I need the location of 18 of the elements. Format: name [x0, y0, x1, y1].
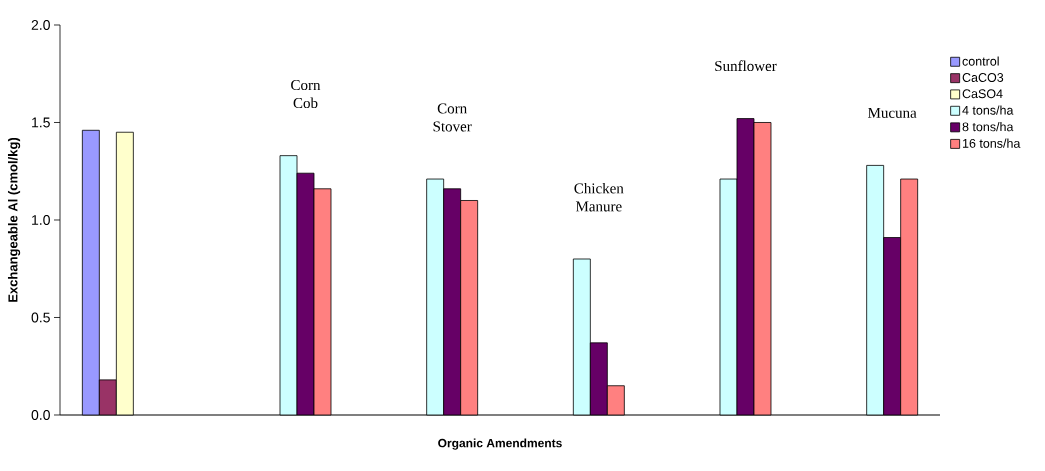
- legend-label: control: [962, 56, 999, 66]
- y-tick-label: 1.5: [32, 117, 50, 128]
- x-tick-label: Corn Cob: [291, 80, 321, 109]
- legend-label: 4 tons/ha: [962, 105, 1014, 115]
- x-tick-label: Chicken Manure: [574, 182, 624, 212]
- y-axis-title: Exchangeable Al (cmol/kg): [7, 137, 21, 302]
- legend-label: CaCO3: [962, 73, 1004, 82]
- y-tick-label: 0.5: [31, 312, 50, 323]
- x-tick-label: Sunflower: [715, 60, 777, 72]
- y-tick-label: 0.0: [31, 410, 50, 420]
- y-tick-label: 2.0: [31, 20, 50, 30]
- legend-label: 16 tons/ha: [962, 138, 1021, 148]
- y-tick-label: 1.0: [32, 215, 50, 225]
- x-tick-label: Mucuna: [868, 107, 917, 118]
- x-axis-title: Organic Amendments: [438, 438, 562, 450]
- x-tick-label: Corn Stover: [433, 103, 472, 132]
- legend-label: 8 tons/ha: [962, 122, 1014, 132]
- legend-label: CaSO4: [962, 89, 1003, 99]
